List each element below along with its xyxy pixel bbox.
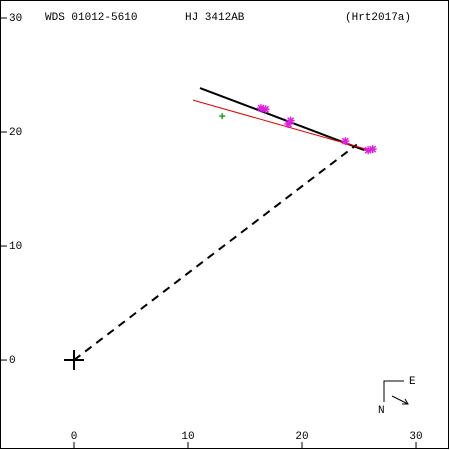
orbit-line [199,87,365,151]
compass-axes [383,380,404,402]
orbit-line [192,99,371,151]
asterisk-marker [284,120,293,129]
compass-east: E [409,376,416,388]
dashed-line [73,143,358,361]
compass-arrow [391,395,409,405]
y-tick-label: 10 [9,241,22,253]
x-tick-label: 30 [409,431,422,443]
y-tick-label: 20 [9,127,22,139]
x-tick-label: 0 [71,431,78,443]
y-tick-label: 0 [9,355,16,367]
x-tick-label: 20 [295,431,308,443]
y-tick-label: 30 [9,13,22,25]
asterisk-marker [364,146,373,155]
reference: (Hrt2017a) [345,12,411,24]
compass-arrowhead [402,398,409,405]
plus-marker [219,113,226,120]
asterisk-marker [368,145,377,154]
x-tick-label: 10 [181,431,194,443]
chart-title: WDS 01012-5610 [45,12,137,24]
big-plus-marker [63,350,84,371]
asterisk-marker [341,137,350,146]
chart-subtitle: HJ 3412AB [185,12,245,24]
asterisk-marker [261,105,270,114]
compass: E N [378,376,416,417]
compass-north: N [378,405,385,417]
asterisk-marker [286,116,295,125]
asterisk-marker [256,104,265,113]
